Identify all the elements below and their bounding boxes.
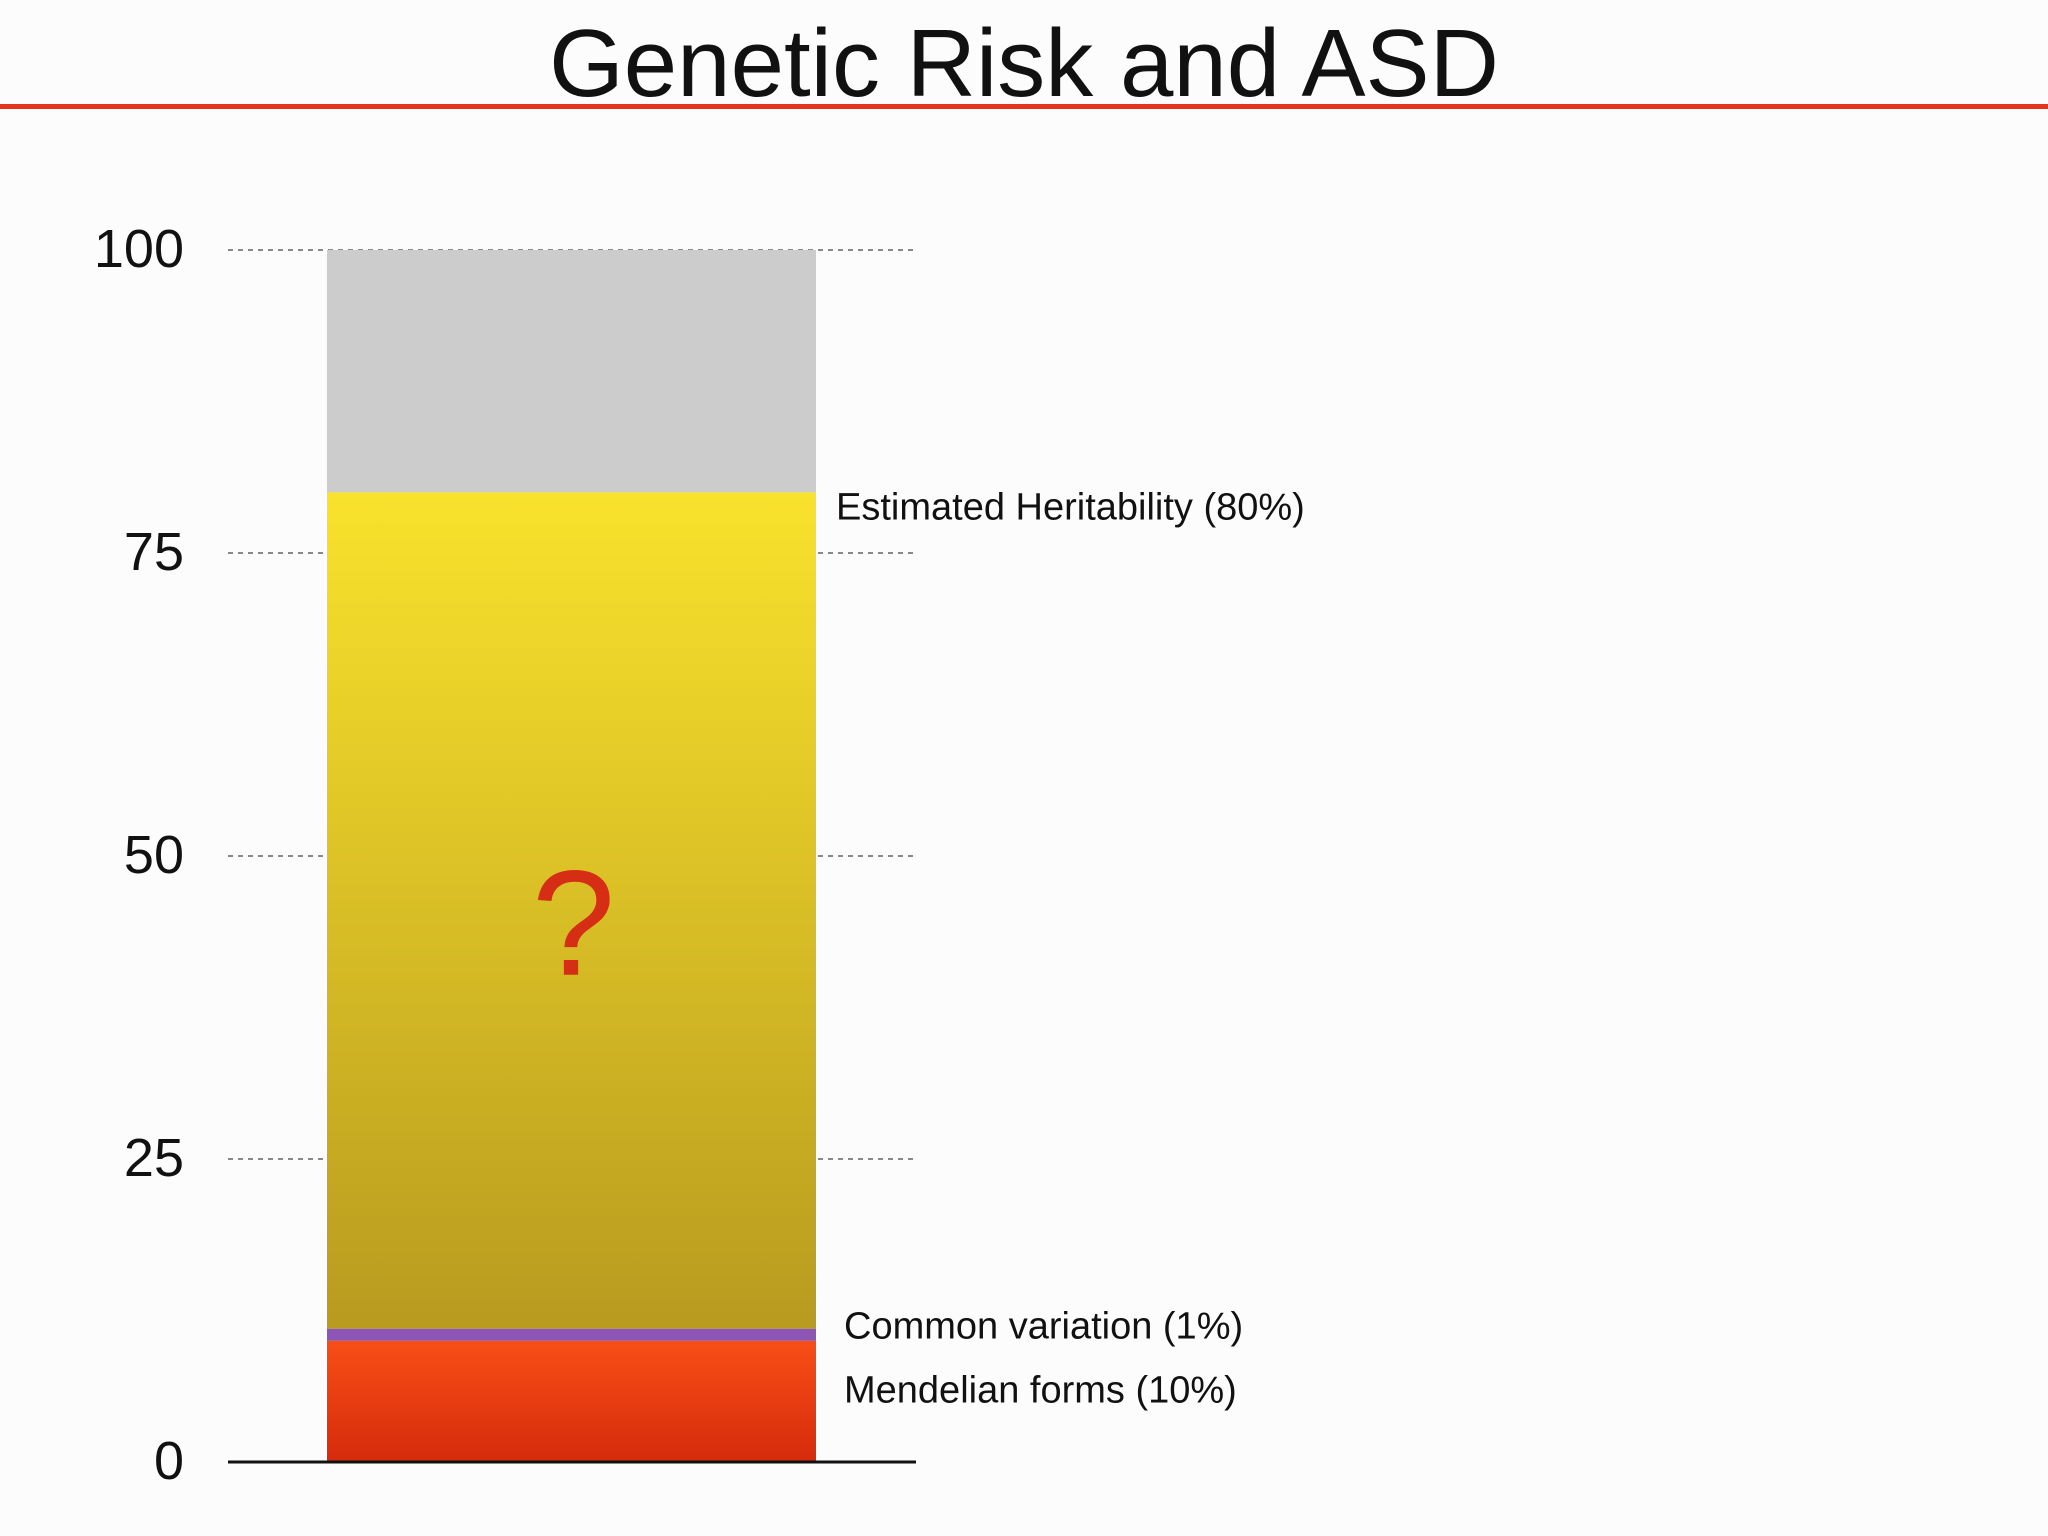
segment-labels: Mendelian forms (10%) Common variation (1…	[836, 486, 1305, 1411]
bar-segment-mendelian	[327, 1340, 816, 1462]
stacked-bar: ?	[327, 250, 816, 1462]
y-tick-label-25: 25	[124, 1128, 184, 1188]
y-tick-label-50: 50	[124, 825, 184, 885]
title-rule	[0, 104, 2048, 109]
segment-label-mendelian: Mendelian forms (10%)	[844, 1369, 1237, 1411]
segment-label-common: Common variation (1%)	[844, 1306, 1243, 1348]
y-tick-label-0: 0	[154, 1431, 184, 1491]
y-tick-label-100: 100	[94, 219, 184, 279]
segment-label-heritability: Estimated Heritability (80%)	[836, 486, 1305, 528]
question-mark-annotation: ?	[532, 839, 615, 1007]
bar-segment-heritability	[327, 492, 816, 1329]
bar-segment-common	[327, 1328, 816, 1341]
y-axis: 0 25 50 75 100	[94, 219, 916, 1491]
bar-segment-remainder	[327, 250, 816, 493]
y-tick-label-75: 75	[124, 522, 184, 582]
slide-title: Genetic Risk and ASD	[549, 10, 1499, 117]
